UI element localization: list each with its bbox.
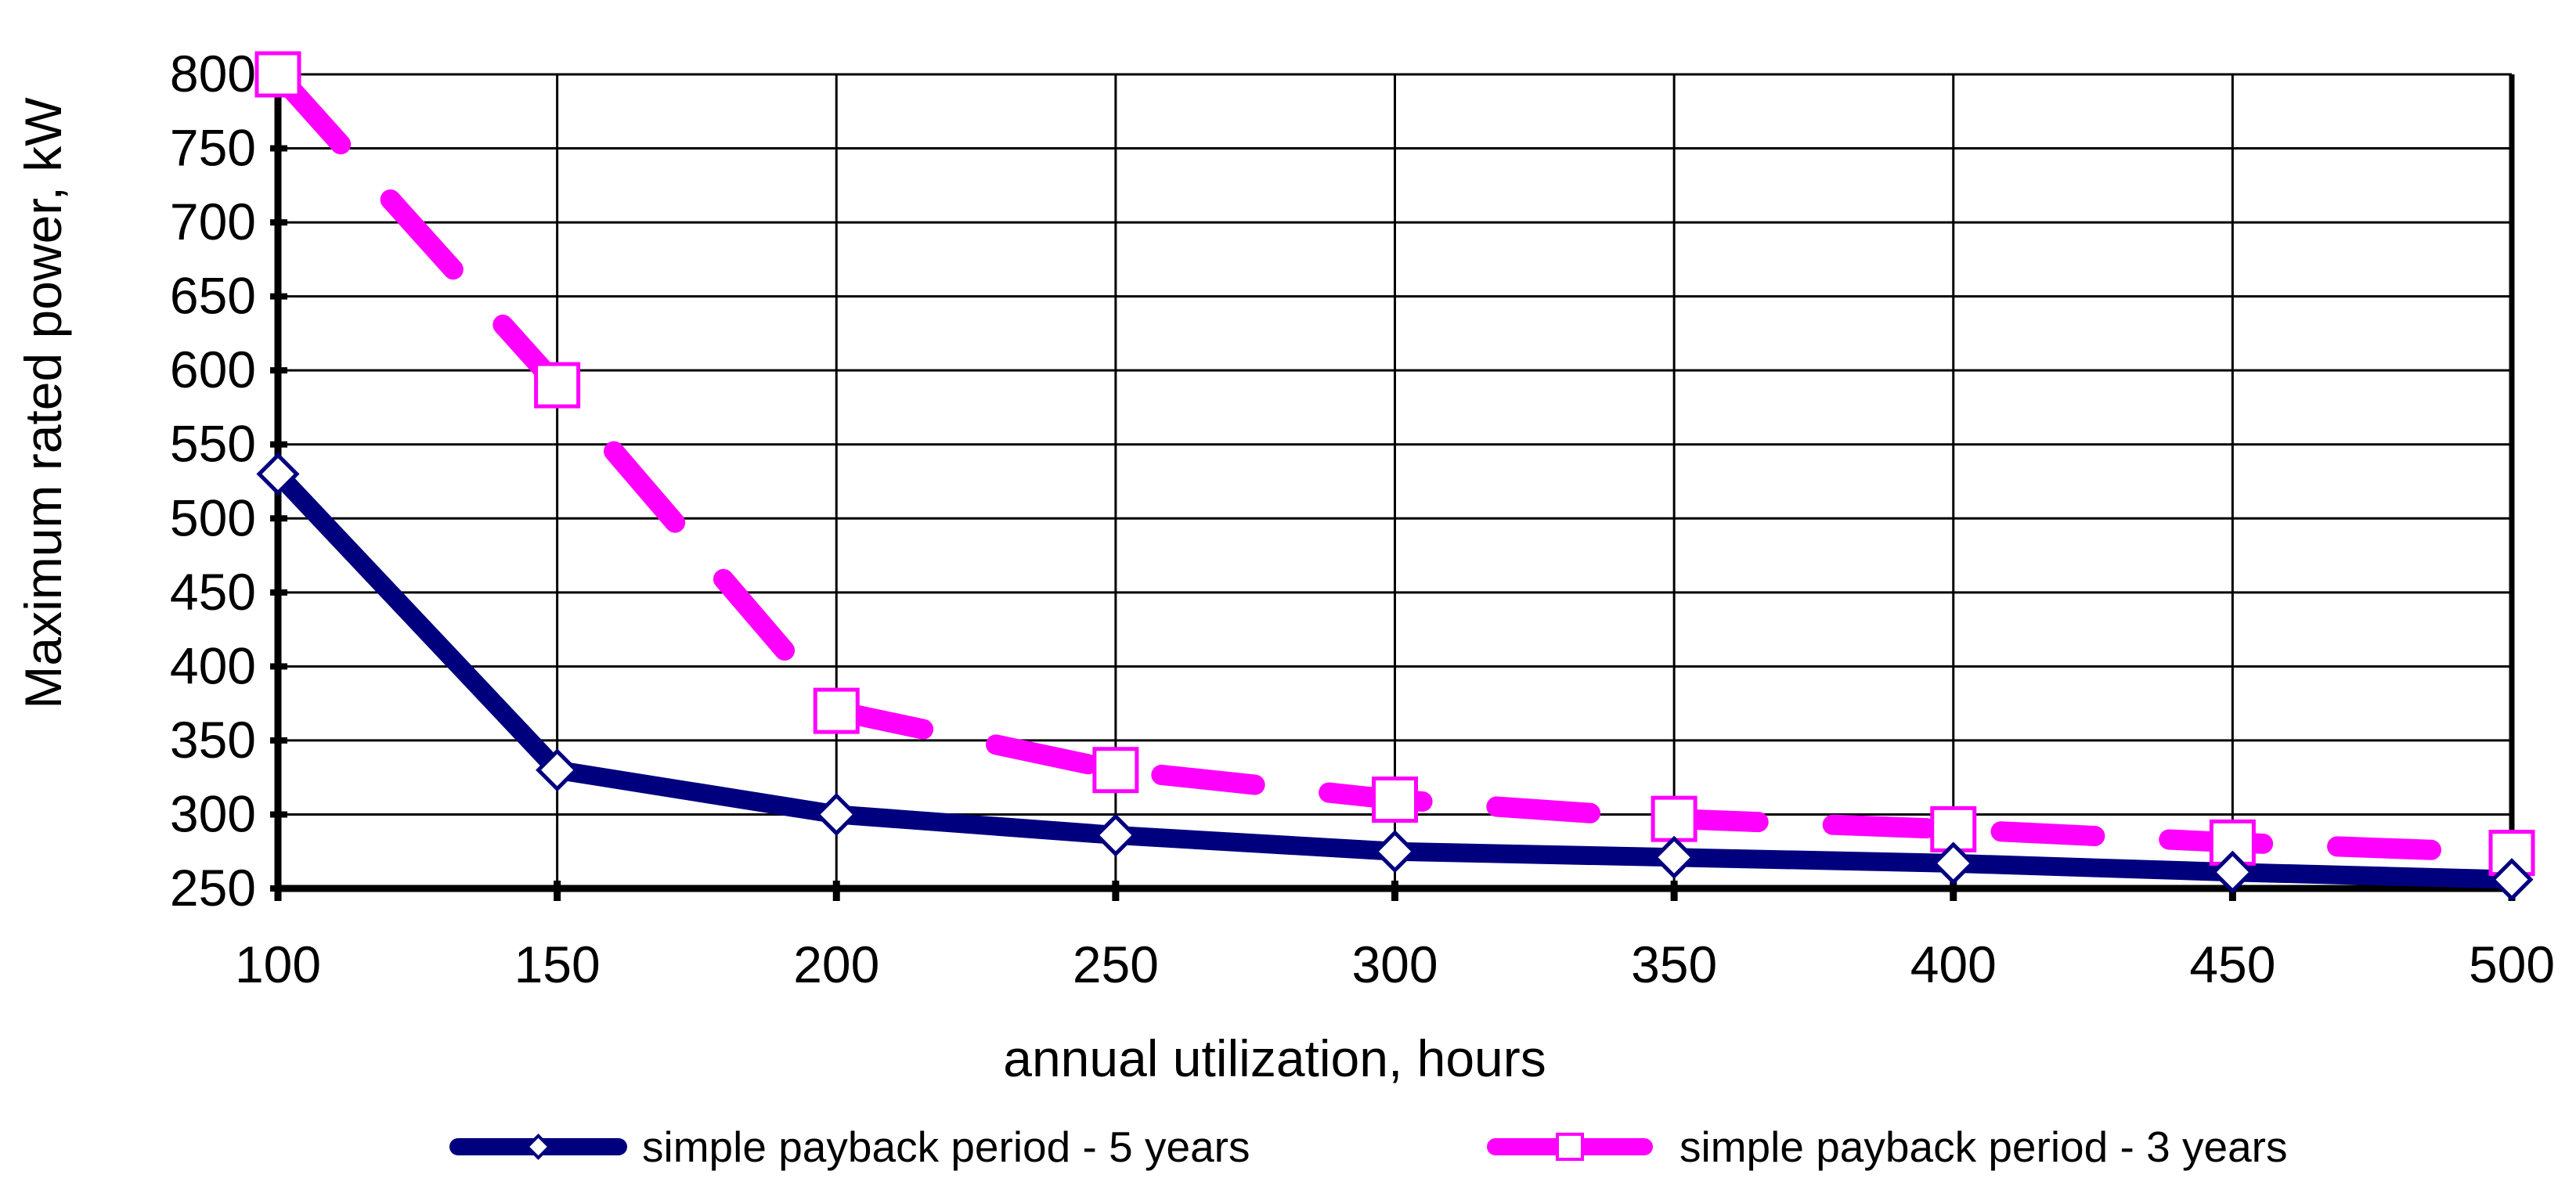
y-tick-labels: 250 300 350 400 450 500 550 600 650 700 750 800 [170,45,256,917]
y-tick-label: 700 [170,193,256,250]
legend-label: simple payback period - 3 years [1679,1123,2287,1171]
y-tick-label: 300 [170,784,256,842]
x-tick-label: 250 [1073,935,1159,993]
data-point-3-years [1930,805,1977,852]
y-tick-label: 250 [170,859,256,917]
data-point-5-years [536,748,579,792]
data-point-5-years [2210,850,2254,894]
legend: simple payback period - 5 years simple pa… [449,1123,2287,1171]
data-point-5-years [1652,835,1696,879]
data-point-5-years [1932,841,1975,885]
legend-label: simple payback period - 5 years [642,1123,1250,1171]
data-point-5-years [256,452,300,496]
data-point-3-years [534,362,581,409]
y-tick-label: 750 [170,119,256,177]
data-point-3-years [1092,747,1139,794]
data-point-3-years [813,687,860,734]
x-tick-label: 350 [1631,935,1717,993]
y-tick-label: 450 [170,563,256,621]
data-series [254,51,2535,902]
y-tick-label: 500 [170,488,256,546]
y-tick-label: 400 [170,636,256,694]
data-point-5-years [814,792,858,836]
x-tick-label: 500 [2469,935,2555,993]
x-tick-labels: 100 150 200 250 300 350 400 450 500 [235,935,2555,993]
data-point-3-years [254,51,301,98]
data-point-5-years [1373,830,1417,874]
x-tick-label: 300 [1351,935,1438,993]
data-point-3-years [1651,795,1697,842]
data-point-3-years [1372,777,1418,823]
y-tick-label: 800 [170,45,256,103]
x-axis-title: annual utilization, hours [1003,1029,1546,1087]
data-point-5-years [1094,813,1138,857]
data-point-5-years [2490,858,2534,902]
x-tick-label: 150 [514,935,601,993]
y-tick-label: 550 [170,415,256,473]
x-tick-label: 100 [235,935,321,993]
legend-swatch-marker [525,1133,552,1160]
y-axis-title: Maximum rated power, kW [14,97,72,709]
legend-swatch-marker [1556,1133,1584,1161]
y-tick-label: 600 [170,341,256,398]
y-tick-label: 650 [170,267,256,325]
x-tick-label: 200 [793,935,879,993]
x-tick-label: 450 [2189,935,2275,993]
y-tick-label: 350 [170,711,256,769]
x-tick-label: 400 [1910,935,1997,993]
